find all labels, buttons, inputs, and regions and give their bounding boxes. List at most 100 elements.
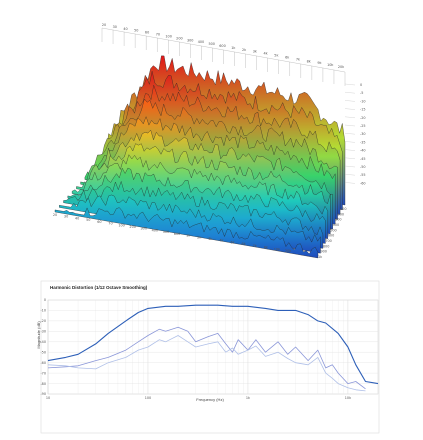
hd-x-tick-label: 1k (246, 396, 250, 400)
waterfall-z-gridline (344, 174, 356, 176)
hd-series-line-1 (47, 304, 379, 385)
waterfall-back-tick-label: 8k (307, 59, 311, 63)
waterfall-ticks: 0 -5 -10 -15 -20 -25 -30 -35 -40 -45 -50 -55 -60 20 30… (53, 23, 366, 259)
waterfall-back-tick-label: 400 (198, 40, 204, 44)
waterfall-gridlines (101, 27, 356, 184)
waterfall-z-tick-label: -50 (360, 165, 366, 169)
waterfall-z-tick-label: -20 (360, 116, 366, 120)
hd-y-tick-label: -10 (40, 309, 46, 313)
waterfall-front-tick-label: 300 (141, 227, 147, 231)
waterfall-front-tick-label: 40 (75, 216, 79, 220)
waterfall-back-tick-label: 10k (327, 63, 333, 67)
hd-y-tick-label: -60 (40, 361, 46, 365)
waterfall-z-tick-label: -30 (360, 132, 366, 136)
waterfall-front-tick-label: 3k (208, 237, 212, 241)
hd-x-tick-label: 10k (345, 396, 351, 400)
hd-y-tick-label: -20 (40, 319, 46, 323)
waterfall-back-tick-label: 9k (317, 61, 321, 65)
waterfall-back-tick-label: 200 (176, 36, 182, 40)
waterfall-depth-tick-label: 400 (333, 223, 339, 227)
waterfall-z-tick-label: -35 (360, 140, 366, 144)
waterfall-depth-tick-label: 800 (323, 244, 329, 248)
hd-x-axis-label: Frequency (Hz) (196, 397, 224, 402)
waterfall-z-gridline (344, 100, 356, 102)
waterfall-back-tick-label: 7k (296, 57, 300, 61)
hd-y-tick-label: -40 (40, 340, 46, 344)
hd-y-tick-label: -70 (40, 371, 46, 375)
waterfall-front-tick-label: 2k (197, 235, 201, 239)
waterfall-depth-tick-label: 200 (338, 212, 344, 216)
waterfall-slice (54, 207, 319, 259)
waterfall-front-tick-label: 6k (242, 242, 246, 246)
hd-y-tick-label: -30 (40, 330, 46, 334)
waterfall-back-tick-label: 4k (264, 52, 268, 56)
waterfall-z-tick-label: -15 (360, 108, 366, 112)
hd-y-tick-label: -50 (40, 350, 46, 354)
waterfall-z-tick-label: -40 (360, 149, 366, 153)
waterfall-z-tick-label: -10 (360, 99, 366, 103)
waterfall-front-tick-label: 8k (264, 246, 268, 250)
waterfall-z-tick-label: -60 (360, 181, 366, 185)
waterfall-front-tick-label: 100 (118, 223, 124, 227)
waterfall-z-tick-label: -5 (360, 91, 363, 95)
waterfall-slices (54, 55, 346, 259)
waterfall-back-tick-label: 600 (219, 44, 225, 48)
waterfall-back-tick-label: 3k (253, 50, 257, 54)
hd-series-line-2 (47, 326, 366, 390)
waterfall-depth-tick-label: 700 (325, 239, 331, 243)
waterfall-z-tick-label: -45 (360, 157, 366, 161)
waterfall-z-tick-label: 0 (360, 83, 362, 87)
waterfall-front-tick-label: 4k (219, 239, 223, 243)
waterfall-back-tick-label: 6k (285, 55, 289, 59)
waterfall-front-tick-label: 1k (186, 234, 190, 238)
waterfall-front-tick-label: 7k (253, 244, 257, 248)
waterfall-back-tick-label: 20k (338, 65, 344, 69)
waterfall-front-tick-label: 600 (174, 232, 180, 236)
waterfall-back-tick-label: 70 (156, 33, 160, 37)
hd-x-tick-label: 100 (145, 396, 151, 400)
waterfall-front-tick-label: 50 (86, 218, 90, 222)
hd-gridlines (47, 299, 379, 395)
waterfall-z-gridline (344, 124, 356, 127)
waterfall-z-gridline (344, 141, 356, 143)
waterfall-back-tick-label: 20 (102, 23, 106, 27)
waterfall-z-gridline (344, 133, 356, 135)
waterfall-depth-tick-label: 300 (335, 218, 341, 222)
waterfall-z-gridline (344, 83, 356, 86)
waterfall-depth-tick-label: 600 (328, 234, 334, 238)
waterfall-depth-tick-label: 100 (340, 207, 346, 211)
hd-y-tick-label: -90 (40, 392, 46, 396)
waterfall-back-tick-label: 30 (113, 25, 117, 29)
waterfall-back-edge (101, 27, 346, 73)
waterfall-z-gridline (344, 92, 356, 94)
waterfall-back-tick-label: 60 (145, 31, 149, 35)
hd-y-ticks: -90 -80 -70 -60 -50 -40 -30 -20 -10 0 (40, 298, 46, 396)
hd-title: Harmonic Distortion (1/12 Octave Smoothi… (50, 285, 148, 290)
waterfall-front-tick-label: 5k (230, 240, 234, 244)
waterfall-front-tick-label: 200 (129, 225, 135, 229)
waterfall-z-gridline (344, 116, 356, 118)
waterfall-back-tick-label: 300 (187, 38, 193, 42)
waterfall-z-gridline (344, 157, 356, 159)
waterfall-back-tick-label: 50 (134, 29, 138, 33)
hd-y-axis-label: Magnitude (dB) (36, 321, 41, 349)
hd-series-group (47, 304, 379, 392)
hd-y-tick-label: 0 (44, 298, 46, 302)
waterfall-back-tick-label: 40 (123, 27, 127, 31)
waterfall-front-tick-label: 20k (285, 249, 291, 253)
waterfall-z-tick-label: -25 (360, 124, 366, 128)
waterfall-chart: 0 -5 -10 -15 -20 -25 -30 -35 -40 -45 -50 -55 -60 20 30… (53, 23, 366, 259)
waterfall-back-tick-label: 1k (231, 46, 235, 50)
waterfall-back-tick-label: 100 (165, 34, 171, 38)
waterfall-depth-tick-label: 900 (320, 250, 326, 254)
waterfall-z-tick-label: -55 (360, 173, 366, 177)
waterfall-front-tick-label: 30 (64, 215, 68, 219)
waterfall-front-tick-label: 500 (163, 230, 169, 234)
waterfall-front-tick-label: 400 (152, 228, 158, 232)
waterfall-front-tick-label: 20 (53, 213, 57, 217)
waterfall-depth-tick-label: 500 (330, 228, 336, 232)
hd-series-line-3 (47, 335, 366, 392)
waterfall-front-tick-label: 60 (97, 220, 101, 224)
waterfall-back-tick-label: 500 (208, 42, 214, 46)
hd-x-tick-label: 10 (46, 396, 50, 400)
